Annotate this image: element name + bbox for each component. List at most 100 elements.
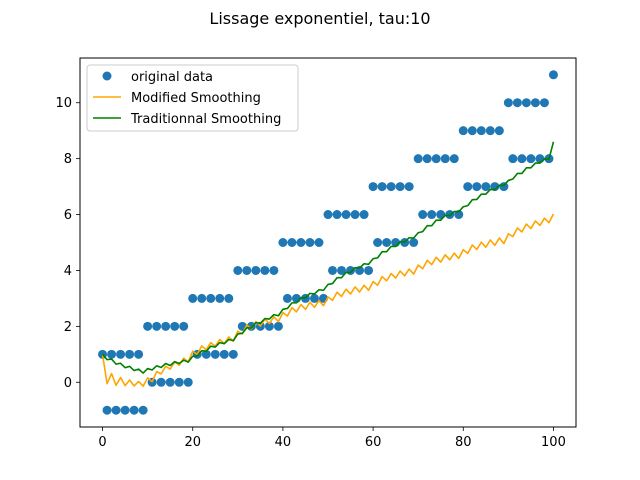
data-point <box>364 265 374 275</box>
data-point <box>161 321 171 331</box>
data-point <box>440 154 450 164</box>
data-point <box>197 293 207 303</box>
data-point <box>107 349 117 359</box>
data-point <box>472 182 482 192</box>
data-point <box>174 377 184 387</box>
legend-box <box>86 64 299 132</box>
data-point <box>548 70 558 80</box>
data-point <box>332 210 342 220</box>
y-tick-label: 6 <box>64 208 72 223</box>
data-point <box>228 349 238 359</box>
data-point <box>341 210 351 220</box>
data-point <box>413 154 423 164</box>
data-point <box>111 405 121 415</box>
data-point <box>120 405 130 415</box>
data-point <box>508 154 518 164</box>
data-point <box>143 321 153 331</box>
data-point <box>337 265 347 275</box>
x-tick-label: 0 <box>98 435 106 450</box>
data-point <box>359 210 369 220</box>
data-point <box>287 238 297 247</box>
data-point <box>323 210 333 220</box>
data-point <box>409 238 419 247</box>
data-point <box>309 293 319 303</box>
data-point <box>463 182 473 192</box>
data-point <box>273 321 283 331</box>
data-point <box>129 405 139 415</box>
data-point <box>418 210 428 220</box>
data-point <box>125 349 135 359</box>
data-point <box>526 154 536 164</box>
data-point <box>282 293 292 303</box>
y-tick-label: 8 <box>64 152 72 167</box>
legend-label-modified-smoothing: Modified Smoothing <box>131 91 261 106</box>
data-point <box>260 265 270 275</box>
legend-marker-original-data <box>102 71 112 81</box>
traditionnal-smoothing-line <box>101 141 555 374</box>
legend-label-original-data: original data <box>131 70 213 85</box>
data-point <box>481 182 491 192</box>
data-point <box>512 98 522 108</box>
legend: original data Modified Smoothing Traditi… <box>86 64 299 132</box>
data-point <box>350 210 360 220</box>
data-point <box>269 265 279 275</box>
data-point <box>476 126 486 136</box>
data-point <box>206 293 216 303</box>
data-point <box>210 349 220 359</box>
data-point <box>165 377 175 387</box>
data-point <box>251 265 261 275</box>
y-tick-label: 4 <box>64 264 72 279</box>
data-point <box>404 182 414 192</box>
x-tick-label: 40 <box>275 435 292 450</box>
data-point <box>445 210 455 220</box>
data-point <box>264 321 274 331</box>
data-point <box>517 154 527 164</box>
data-point <box>535 154 545 164</box>
data-point <box>422 154 432 164</box>
data-point <box>368 182 378 192</box>
data-point <box>278 238 288 247</box>
data-point <box>395 182 405 192</box>
data-point <box>373 238 383 247</box>
data-point <box>134 349 144 359</box>
data-point <box>242 265 252 275</box>
y-tick-label: 0 <box>64 376 72 391</box>
data-point <box>170 321 180 331</box>
data-point <box>494 126 504 136</box>
data-point <box>152 321 162 331</box>
data-point <box>377 182 387 192</box>
data-point <box>499 182 509 192</box>
data-point <box>503 98 513 108</box>
y-tick-label: 2 <box>64 320 72 335</box>
series-layer <box>98 70 558 415</box>
y-tick-label: 10 <box>55 96 72 111</box>
x-tick-label: 20 <box>184 435 201 450</box>
data-point <box>427 210 437 220</box>
modified-smoothing-line <box>101 213 555 387</box>
data-point <box>102 405 112 415</box>
data-point <box>116 349 126 359</box>
data-point <box>467 126 477 136</box>
data-point <box>530 98 540 108</box>
data-point <box>156 377 166 387</box>
data-point <box>215 293 225 303</box>
x-tick-label: 60 <box>365 435 382 450</box>
data-point <box>233 265 243 275</box>
data-point <box>219 349 229 359</box>
legend-label-traditionnal-smoothing: Traditionnal Smoothing <box>130 112 281 127</box>
data-point <box>179 321 189 331</box>
x-tick-label: 100 <box>541 435 566 450</box>
data-point <box>431 154 441 164</box>
data-point <box>138 405 148 415</box>
data-point <box>314 238 324 247</box>
data-point <box>346 265 356 275</box>
plot-frame <box>79 57 577 428</box>
axes-ticks: 0 20 40 60 80 100 0 2 4 6 8 10 <box>55 96 565 450</box>
data-point <box>305 238 315 247</box>
x-tick-label: 80 <box>455 435 472 450</box>
data-point <box>449 154 459 164</box>
data-point <box>328 265 338 275</box>
data-point <box>485 126 495 136</box>
data-point <box>539 98 549 108</box>
